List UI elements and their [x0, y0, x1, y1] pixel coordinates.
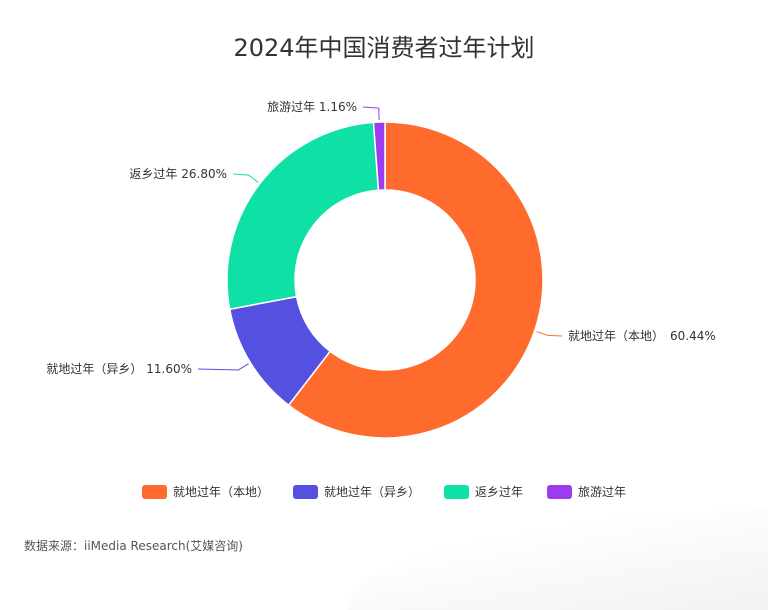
- data-label: 返乡过年 26.80%: [129, 167, 227, 181]
- leader-line: [362, 106, 380, 121]
- data-label: 就地过年（本地） 60.44%: [568, 329, 716, 343]
- legend-swatch-local-home: [141, 484, 167, 499]
- data-source: 数据来源：iiMedia Research(艾媒咨询): [24, 539, 243, 553]
- legend-label-local-other: 就地过年（异乡）: [323, 485, 420, 499]
- legend-swatch-return-home: [444, 484, 469, 499]
- data-label: 旅游过年 1.16%: [267, 100, 357, 114]
- legend-swatch-local-other: [292, 484, 318, 499]
- legend-item-local-other[interactable]: 就地过年（异乡）: [292, 483, 420, 500]
- slice-travel[interactable]: [372, 121, 386, 192]
- legend-label-local-home: 就地过年（本地）: [172, 485, 269, 499]
- legend-label-travel: 旅游过年: [578, 485, 627, 499]
- chart-title: 2024年中国消费者过年计划: [233, 34, 535, 62]
- legend-item-return-home[interactable]: 返乡过年: [444, 483, 523, 500]
- legend: 就地过年（本地） 就地过年（异乡） 返乡过年 旅游过年: [0, 483, 768, 500]
- legend-label-return-home: 返乡过年: [475, 485, 524, 499]
- leader-line: [197, 363, 249, 371]
- legend-item-local-home[interactable]: 就地过年（本地）: [141, 483, 269, 500]
- slice-local-home[interactable]: [287, 121, 544, 439]
- legend-item-travel[interactable]: 旅游过年: [547, 483, 626, 500]
- data-label: 就地过年（异乡） 11.60%: [46, 362, 192, 376]
- legend-swatch-travel: [547, 484, 573, 499]
- slice-return-home[interactable]: [226, 121, 380, 311]
- leader-line: [232, 173, 259, 183]
- leader-line: [536, 331, 563, 337]
